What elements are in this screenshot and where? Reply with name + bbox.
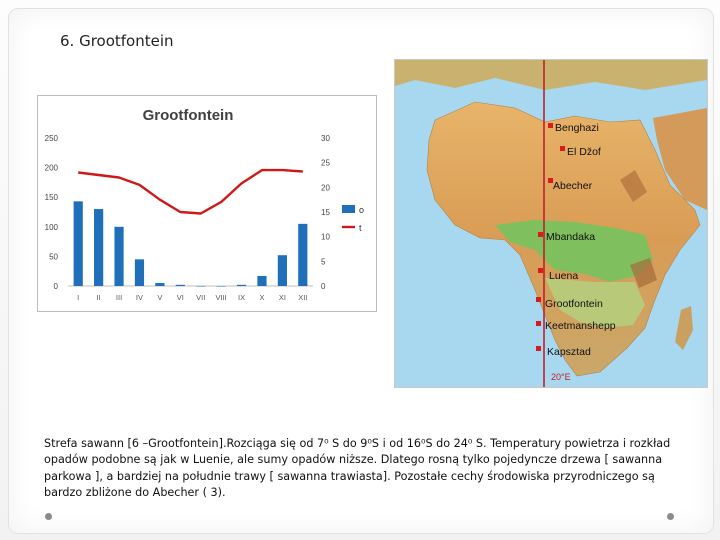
africa-map-svg: 20°E Benghazi El Džof Abecher Mbandaka L… (395, 60, 707, 387)
highland-shape (620, 170, 647, 202)
place-marker (536, 321, 541, 326)
bullet-dot (45, 513, 52, 520)
precipitation-bar (236, 284, 247, 286)
place-label: Grootfontein (545, 298, 603, 310)
precipitation-bar (196, 286, 206, 287)
legend-label: o (359, 205, 364, 215)
bullet-dot (667, 513, 674, 520)
climate-chart-svg: Grootfontein 0 50 100 150 200 250 0 5 10 15 20 25 30… (45, 107, 364, 302)
legend-label: t (359, 223, 362, 233)
precipitation-bar (134, 259, 145, 286)
x-axis-tick-label: II (97, 293, 101, 302)
meridian-label: 20°E (551, 372, 571, 382)
precipitation-bar (73, 201, 83, 286)
x-axis-tick-label: VII (196, 293, 205, 302)
place-label: Benghazi (555, 122, 599, 134)
right-axis-tick-label: 25 (321, 159, 330, 168)
x-axis-tick-label: X (259, 293, 264, 302)
place-marker (538, 232, 543, 237)
precipitation-bar (298, 223, 308, 286)
x-axis-tick-label: IX (238, 293, 245, 302)
x-axis-tick-label: III (116, 293, 122, 302)
arabia-landmass (653, 108, 707, 210)
highland-shape (630, 258, 657, 288)
place-label: Keetmanshepp (545, 320, 616, 332)
place-marker (548, 178, 553, 183)
left-axis-tick-label: 150 (45, 193, 59, 202)
place-marker (538, 268, 543, 273)
right-axis-tick-label: 5 (321, 257, 326, 266)
left-axis-tick-label: 50 (49, 252, 58, 261)
rainforest-zone (495, 220, 653, 282)
right-axis-tick-label: 15 (321, 208, 330, 217)
x-axis-tick-label: I (77, 293, 79, 302)
place-label: Kapsztad (547, 346, 591, 358)
place-label: Mbandaka (546, 231, 595, 243)
climate-chart: Grootfontein 0 50 100 150 200 250 0 5 10 15 20 25 30… (37, 95, 377, 312)
slide-title: 6. Grootfontein (60, 32, 174, 50)
precipitation-bar (257, 275, 267, 286)
x-axis-tick-label: VIII (215, 293, 226, 302)
right-axis-tick-label: 20 (321, 183, 330, 192)
x-axis-tick-label: VI (177, 293, 184, 302)
madagascar-landmass (675, 306, 693, 350)
left-axis-tick-label: 100 (45, 223, 59, 232)
description-text: Strefa sawann [6 –Grootfontein].Rozciąga… (44, 437, 671, 500)
place-label: El Džof (567, 146, 601, 158)
right-axis-tick-label: 10 (321, 233, 330, 242)
precipitation-bar (155, 283, 165, 286)
x-axis-tick-label: XII (298, 293, 307, 302)
precipitation-bar (277, 255, 287, 286)
x-axis-tick-label: V (157, 293, 162, 302)
precipitation-bar (216, 286, 226, 287)
left-axis-tick-label: 250 (45, 134, 59, 143)
legend-swatch-bar (342, 205, 355, 213)
right-axis-tick-label: 0 (321, 282, 326, 291)
place-marker (536, 346, 541, 351)
precipitation-bar (114, 226, 124, 286)
place-label: Abecher (553, 180, 593, 192)
africa-map: 20°E Benghazi El Džof Abecher Mbandaka L… (394, 59, 708, 388)
left-axis-tick-label: 200 (45, 164, 59, 173)
savanna-zone (545, 278, 645, 328)
precipitation-bar (175, 284, 185, 286)
place-label: Luena (549, 270, 578, 282)
temperature-line (78, 168, 303, 215)
europe-landmass (395, 60, 707, 90)
left-axis-tick-label: 0 (54, 282, 59, 291)
place-marker (536, 297, 541, 302)
right-axis-tick-label: 30 (321, 134, 330, 143)
x-axis-tick-label: IV (136, 293, 143, 302)
chart-title: Grootfontein (143, 107, 234, 124)
place-marker (548, 123, 553, 128)
place-marker (560, 146, 565, 151)
precipitation-bar (94, 209, 104, 286)
x-axis-tick-label: XI (279, 293, 286, 302)
